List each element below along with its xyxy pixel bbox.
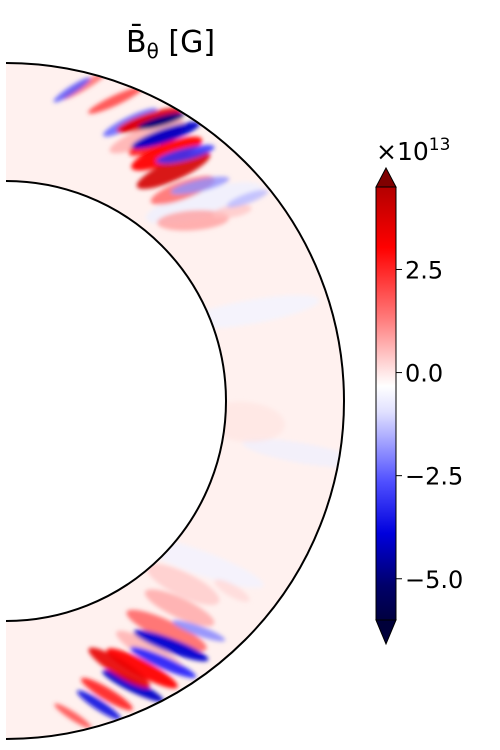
field-blob [226,189,269,208]
field-blob [54,703,92,729]
field-blob [102,670,164,702]
plot-title: B̄θ [G] [126,24,215,63]
field-blob [130,646,197,679]
colorbar-extend-min [375,619,397,646]
colorbar-body [375,186,397,621]
field-blob [80,677,133,711]
colorbar-tick-label: −5.0 [405,566,463,594]
field-blob [181,295,320,330]
colorbar-multiplier: ×1013 [376,135,450,166]
field-blob [170,176,230,195]
field-blob [131,121,200,149]
field-blob [144,589,215,627]
field-blob [133,629,209,662]
shell-field [6,63,344,739]
field-blob [77,690,121,720]
field-blob [137,112,185,130]
field-blob [88,86,143,114]
field-blob [106,648,178,689]
shell-background [6,63,344,739]
colorbar: 2.5 0.0 −2.5 −5.0 ×1013 [375,135,463,646]
field-blob [212,204,252,219]
field-blob [214,579,250,602]
inner-boundary [5,180,227,622]
field-blob [146,563,220,605]
outer-boundary [5,62,345,740]
colorbar-tick-label: 2.5 [405,256,443,284]
field-blob [172,620,226,642]
field-blob [156,144,215,164]
field-blob [126,609,207,652]
field-blob [242,438,344,468]
field-blob [131,136,203,171]
colorbar-tick-label: −2.5 [405,463,463,491]
colorbar-tick-label: 0.0 [405,360,443,388]
field-blob [53,77,91,103]
colorbar-extend-max [375,166,397,188]
field-blob [157,210,229,231]
field-blob [136,151,211,190]
field-blob [88,647,151,689]
